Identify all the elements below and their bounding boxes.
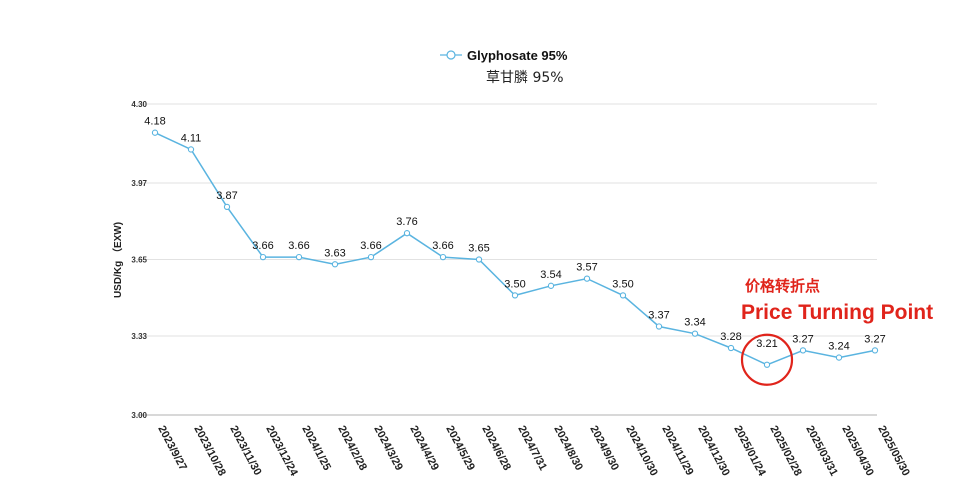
data-label: 3.27	[864, 333, 885, 345]
data-label: 3.34	[684, 317, 705, 329]
data-label: 3.21	[756, 338, 777, 350]
y-tick-label: 3.65	[131, 256, 147, 265]
data-point	[331, 261, 339, 268]
data-label: 4.18	[144, 116, 165, 128]
x-tick-label: 2023/9/27	[155, 424, 189, 473]
turning-point-circle	[740, 333, 794, 386]
data-point	[475, 256, 483, 263]
data-label: 4.11	[181, 132, 202, 144]
data-label: 3.66	[252, 240, 273, 252]
data-label: 3.57	[576, 262, 597, 274]
data-label: 3.66	[288, 240, 309, 252]
x-tick-label: 2025/04/30	[839, 424, 875, 478]
annotation-label-cn: 价格转折点	[745, 277, 820, 295]
data-label: 3.65	[468, 243, 489, 255]
data-label: 3.50	[612, 278, 633, 290]
data-point	[151, 129, 159, 136]
data-point	[835, 354, 843, 361]
x-tick-label: 2024/10/30	[623, 424, 659, 478]
data-label: 3.27	[792, 333, 813, 345]
data-point	[727, 344, 735, 352]
data-label: 3.54	[540, 269, 561, 281]
data-label: 3.87	[216, 190, 237, 202]
y-tick-label: 3.97	[131, 179, 147, 188]
data-point	[367, 253, 375, 261]
x-tick-label: 2025/01/24	[731, 424, 768, 479]
data-point	[619, 292, 627, 299]
data-point	[403, 230, 411, 237]
legend-sublabel: 草甘膦 95%	[486, 70, 564, 86]
x-tick-label: 2024/3/29	[371, 424, 405, 473]
data-label: 3.63	[324, 247, 345, 259]
data-label: 3.24	[828, 341, 849, 353]
series-glyphosate	[151, 129, 879, 368]
gridlines	[137, 103, 877, 416]
data-label: 3.28	[720, 331, 741, 343]
data-point	[187, 146, 195, 153]
data-labels: 4.18 4.11 3.87 3.66 3.66 3.63 3.66 3.76 3.66 3.65…	[144, 116, 885, 353]
data-point	[439, 253, 447, 261]
x-tick-label: 2024/12/30	[695, 424, 731, 478]
x-tick-label: 2024/7/31	[515, 424, 549, 473]
data-label: 3.37	[648, 309, 669, 321]
data-point	[655, 323, 663, 330]
data-point	[763, 361, 771, 368]
x-tick-label: 2024/1/25	[299, 424, 333, 473]
x-tick-label: 2025/05/30	[875, 424, 911, 478]
x-tick-label: 2024/11/29	[659, 424, 695, 478]
x-tick-label: 2024/6/28	[479, 424, 513, 473]
x-tick-label: 2025/02/28	[767, 424, 803, 478]
price-turning-point-annotation: 价格转折点 Price Turning Point	[740, 277, 933, 386]
y-tick-label: 3.33	[131, 332, 147, 341]
data-point	[871, 347, 879, 354]
legend-marker-icon	[446, 50, 456, 60]
data-point	[511, 292, 519, 299]
data-label: 3.66	[432, 240, 453, 252]
x-axis-ticks: 2023/9/27 2023/10/28 2023/11/30 2023/12/24 2…	[155, 424, 911, 479]
x-tick-label: 2024/8/30	[551, 424, 585, 473]
y-tick-label: 4.30	[131, 100, 147, 109]
x-tick-label: 2025/03/31	[803, 424, 839, 478]
data-point	[295, 253, 303, 261]
y-axis-ticks: 3.00 3.33 3.65 3.97 4.30	[131, 100, 147, 420]
data-label: 3.66	[360, 240, 381, 252]
data-point	[799, 347, 807, 354]
data-point	[583, 275, 591, 282]
x-tick-label: 2023/10/28	[191, 424, 227, 478]
x-tick-label: 2024/2/28	[335, 424, 369, 473]
data-label: 3.50	[504, 278, 525, 290]
x-tick-label: 2023/11/30	[227, 424, 263, 478]
legend-label: Glyphosate 95%	[467, 48, 568, 63]
data-label: 3.76	[396, 216, 417, 228]
legend: Glyphosate 95% 草甘膦 95%	[440, 48, 568, 86]
data-point	[259, 253, 267, 261]
data-point	[223, 203, 231, 211]
x-tick-label: 2024/5/29	[443, 424, 477, 473]
data-point	[691, 330, 699, 337]
y-axis-label: USD/Kg （EXW)	[111, 222, 124, 298]
data-point	[547, 282, 555, 289]
x-tick-label: 2024/9/30	[587, 424, 621, 473]
y-tick-label: 3.00	[131, 411, 147, 420]
x-tick-label: 2024/4/29	[407, 424, 441, 473]
x-tick-label: 2023/12/24	[263, 424, 300, 479]
annotation-label-en: Price Turning Point	[741, 301, 933, 324]
